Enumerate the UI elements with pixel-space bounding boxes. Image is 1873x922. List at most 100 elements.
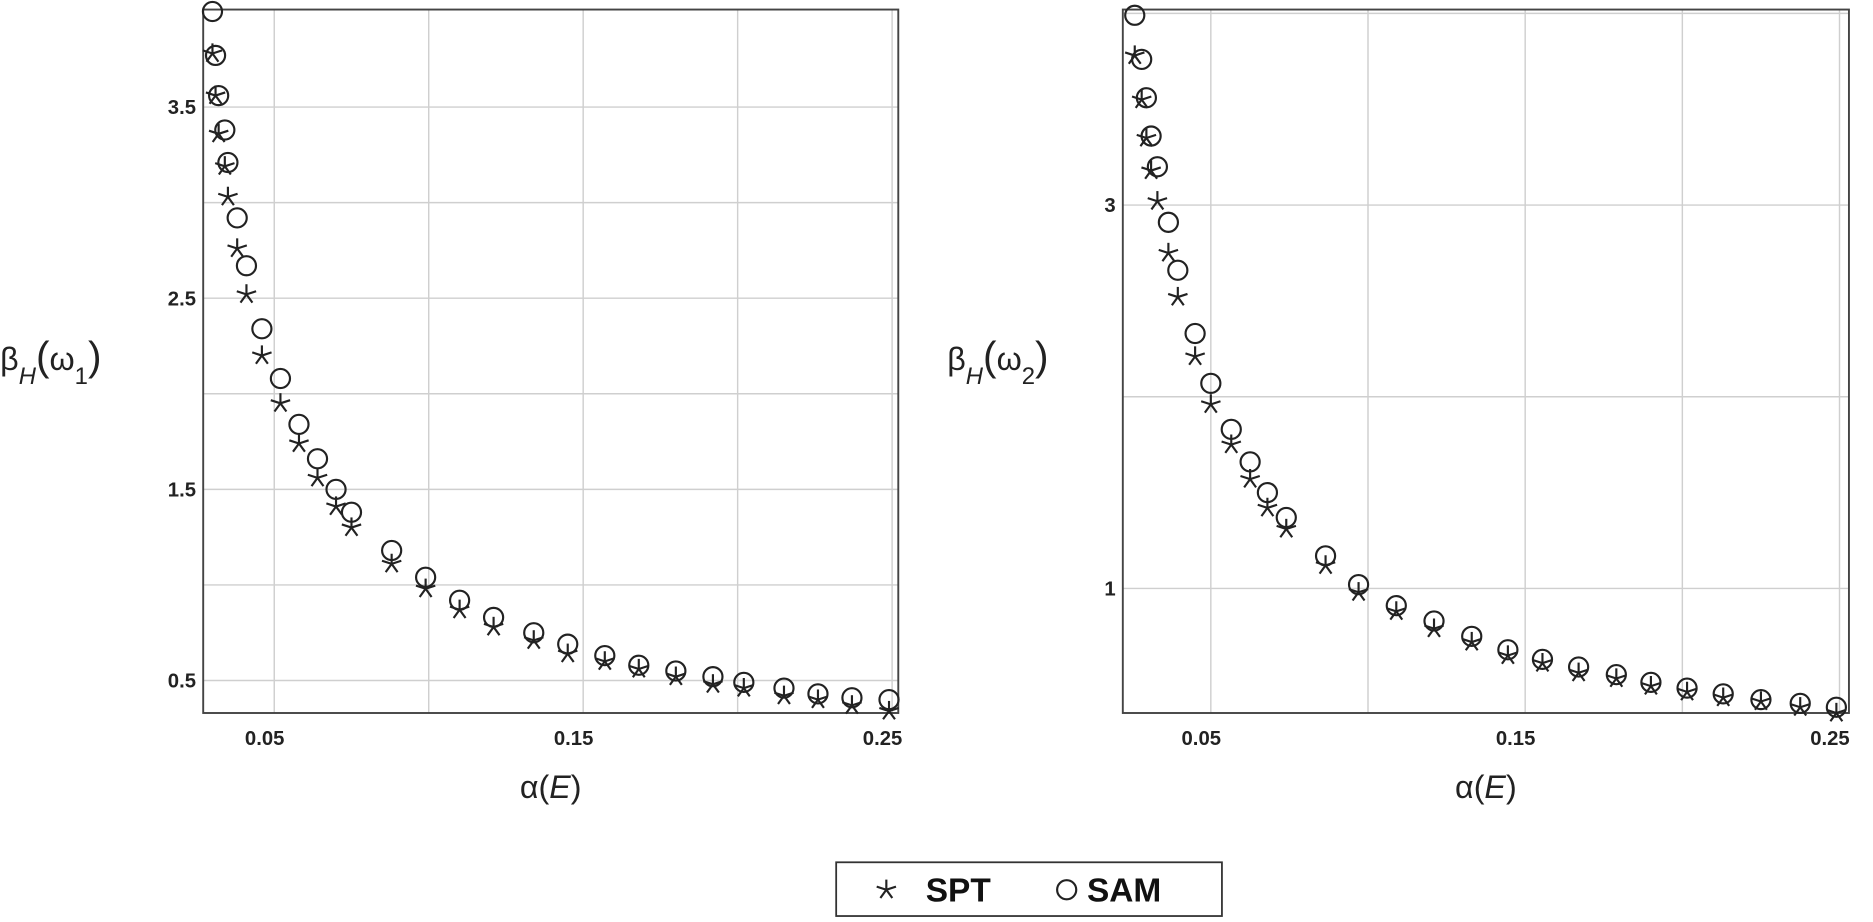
point (1825, 696, 1848, 718)
point (1497, 639, 1519, 661)
circle-marker (1531, 648, 1554, 670)
plot-area (203, 9, 899, 713)
y-label-part: H (966, 363, 984, 390)
x-axis-label: α(E) (1455, 769, 1517, 805)
star-arm (351, 523, 362, 529)
point (1184, 322, 1206, 345)
point (1750, 688, 1772, 711)
star-arm (381, 559, 392, 565)
star-arm (1722, 693, 1734, 699)
point (1532, 653, 1553, 673)
circle-marker (1567, 656, 1590, 678)
star-arm (1799, 706, 1808, 717)
star-arm (1615, 677, 1624, 688)
star-arm (1176, 296, 1185, 306)
point (1157, 211, 1180, 233)
point (236, 284, 257, 304)
point (340, 501, 363, 523)
star-arm (1650, 685, 1658, 696)
point (251, 345, 272, 365)
point (1713, 687, 1734, 707)
circle-marker (1167, 259, 1189, 281)
point (270, 393, 291, 413)
star-arm (1266, 507, 1275, 517)
star-arm (261, 354, 269, 365)
circle-marker (1200, 372, 1222, 394)
x-label-part: ) (571, 769, 582, 805)
x-label-part: α( (1455, 769, 1485, 805)
star-arm (566, 653, 575, 663)
star-arm (1276, 524, 1287, 531)
star-arm (335, 502, 347, 508)
point (1789, 692, 1811, 715)
legend-label: SPT (926, 873, 992, 910)
point (1712, 683, 1734, 705)
circle-marker (1605, 664, 1627, 686)
point (1531, 648, 1554, 670)
circle-marker (340, 501, 363, 523)
star-arm (221, 196, 229, 206)
star-arm (350, 526, 359, 537)
star-arm (1260, 507, 1269, 517)
circle-marker (1497, 639, 1519, 661)
star-arm (418, 588, 427, 598)
star-arm (1799, 703, 1811, 709)
star-arm (1324, 564, 1333, 575)
circle-marker (204, 44, 227, 67)
circle-marker (251, 318, 273, 340)
star-arm (886, 885, 897, 891)
star-arm (1157, 197, 1168, 203)
point (288, 413, 310, 435)
point (1220, 418, 1242, 440)
circle-marker (325, 478, 347, 500)
point (251, 318, 273, 340)
star-arm (217, 192, 229, 198)
star-arm (298, 442, 306, 453)
circle-marker (878, 688, 900, 711)
star-arm (1677, 687, 1688, 693)
point (702, 666, 724, 688)
point (214, 156, 235, 176)
star-arm (205, 91, 216, 97)
star-arm (1535, 662, 1544, 673)
circle-marker (381, 539, 403, 562)
y-label-part: β (0, 341, 19, 377)
circle-marker (306, 448, 329, 470)
star-arm (1750, 697, 1762, 703)
star-arm (1177, 292, 1188, 299)
star-arm (1285, 528, 1294, 538)
star-arm (223, 165, 232, 176)
star-arm (1224, 444, 1233, 454)
star-arm (1170, 296, 1179, 306)
star-arm (236, 290, 247, 296)
x-label-part: E (549, 769, 571, 805)
legend-marker (1056, 879, 1078, 901)
star-arm (298, 439, 309, 445)
star-arm (215, 91, 226, 97)
y-label-part: H (19, 363, 37, 390)
star-arm (1285, 524, 1297, 531)
point (1423, 610, 1445, 632)
point (773, 677, 795, 699)
point (1200, 372, 1222, 394)
star-arm (329, 505, 337, 516)
point (1124, 4, 1146, 26)
circle-marker (269, 367, 292, 390)
circle-marker (214, 119, 236, 141)
circle-marker (1825, 696, 1848, 718)
star-arm (879, 889, 888, 899)
star-arm (1713, 693, 1724, 699)
star-arm (1194, 352, 1206, 358)
star-arm (1146, 133, 1157, 139)
point (1314, 545, 1337, 567)
star-arm (1793, 706, 1802, 717)
point (204, 44, 227, 67)
y-tick-label: 3 (1104, 195, 1115, 217)
star-arm (227, 196, 235, 206)
point (306, 448, 329, 470)
star-arm (1185, 352, 1196, 358)
y-tick-label: 3.5 (168, 97, 196, 119)
point (482, 606, 505, 629)
star-arm (230, 247, 239, 258)
point (288, 433, 309, 453)
